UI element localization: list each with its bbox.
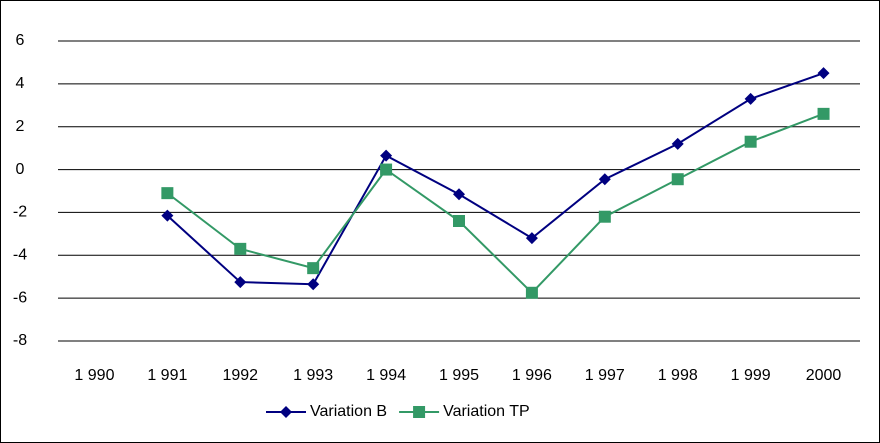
data-point xyxy=(453,215,465,227)
y-tick-label: -6 xyxy=(13,289,27,306)
x-tick-label: 1 995 xyxy=(439,367,479,384)
data-point xyxy=(744,135,757,148)
legend-marker xyxy=(413,406,426,418)
y-tick-label: -4 xyxy=(13,247,27,264)
data-point xyxy=(671,137,684,150)
data-point xyxy=(234,276,247,289)
data-point xyxy=(744,92,757,105)
data-point xyxy=(525,286,538,299)
x-tick-label: 1 996 xyxy=(512,367,552,384)
y-tick-label: 4 xyxy=(16,75,25,92)
x-tick-label: 1 993 xyxy=(293,367,333,384)
data-point xyxy=(307,278,320,291)
y-tick-label: 6 xyxy=(16,32,25,49)
y-tick-label: 2 xyxy=(16,118,25,135)
x-tick-label: 1 997 xyxy=(585,367,625,384)
x-tick-label: 1 994 xyxy=(366,367,406,384)
data-point xyxy=(161,187,174,200)
legend-marker xyxy=(280,406,292,418)
data-point xyxy=(161,209,174,222)
x-tick-label: 2000 xyxy=(806,367,842,384)
data-point xyxy=(525,232,538,245)
data-point xyxy=(817,107,830,120)
data-point xyxy=(817,67,830,80)
data-point xyxy=(307,262,320,275)
data-point xyxy=(380,149,393,162)
y-tick-label: 0 xyxy=(16,161,25,178)
series-line xyxy=(166,72,824,286)
legend-label: Variation B xyxy=(310,403,387,420)
data-point xyxy=(671,173,684,186)
legend-label: Variation TP xyxy=(443,403,530,420)
data-point xyxy=(234,242,247,255)
data-point xyxy=(380,163,393,176)
series-line xyxy=(166,112,824,295)
data-point xyxy=(598,173,611,186)
data-point xyxy=(453,188,465,201)
data-point xyxy=(598,210,611,223)
x-tick-label: 1992 xyxy=(222,367,258,384)
x-tick-label: 1 998 xyxy=(658,367,698,384)
y-tick-label: -2 xyxy=(13,204,27,221)
x-tick-label: 1 990 xyxy=(74,367,114,384)
x-tick-label: 1 999 xyxy=(731,367,771,384)
x-tick-label: 1 991 xyxy=(147,367,187,384)
y-tick-label: -8 xyxy=(13,332,27,349)
